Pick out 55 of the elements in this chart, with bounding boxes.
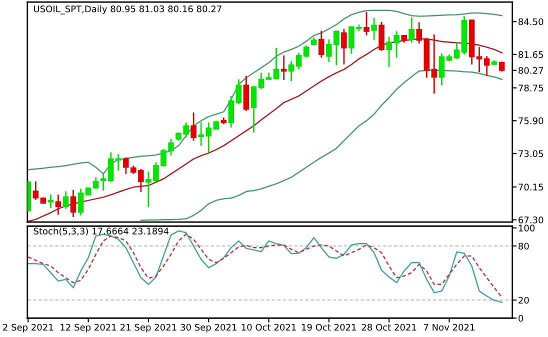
y-tick-label: 20: [518, 296, 529, 304]
x-tick-label: 7 Nov 2021: [424, 324, 474, 331]
candlestick: [190, 112, 196, 142]
y-tick-label: 81.65: [518, 51, 543, 58]
y-tick-label: 70.15: [518, 184, 543, 190]
candlestick: [431, 34, 438, 94]
candlestick: [228, 95, 234, 128]
x-tick-label: 19 Oct 2021: [302, 324, 356, 331]
candlestick: [288, 60, 294, 82]
candlestick: [364, 11, 370, 36]
candlestick: [243, 75, 250, 112]
candlestick: [62, 190, 69, 210]
y-tick-label: 67.30: [518, 216, 544, 224]
candlestick: [100, 173, 106, 192]
candlestick: [454, 42, 460, 60]
candlestick: [371, 17, 377, 41]
candlestick: [296, 52, 302, 70]
candlestick: [250, 85, 257, 134]
candlestick: [92, 176, 99, 190]
candlestick: [318, 30, 324, 58]
candlestick: [48, 194, 54, 209]
candlestick: [341, 28, 347, 66]
candlestick: [303, 44, 310, 58]
x-tick-label: 28 Oct 2021: [362, 324, 416, 331]
y-tick-label: 84.50: [518, 18, 544, 26]
candlestick: [438, 52, 445, 86]
candlestick: [476, 46, 482, 73]
candlestick: [416, 22, 422, 44]
candlestick: [115, 153, 122, 172]
x-tick-label: 30 Sep 2021: [180, 324, 236, 332]
y-tick-label: 80.27: [518, 67, 544, 74]
candlestick: [498, 60, 505, 72]
candlestick: [32, 180, 39, 201]
x-tick-label: 21 Sep 2021: [120, 324, 176, 332]
candlestick: [280, 54, 287, 81]
y-tick-label: 80: [518, 242, 529, 250]
x-tick-label: 10 Oct 2021: [242, 324, 296, 331]
candlestick: [70, 189, 76, 218]
y-tick-label: 100: [518, 224, 535, 232]
candlestick: [236, 78, 242, 105]
candlestick: [108, 152, 114, 183]
x-tick-label: 12 Sep 2021: [60, 324, 116, 332]
chart-title: Stoch(5,3,3) 17.6664 23.1894: [34, 228, 169, 236]
candlestick: [55, 194, 62, 216]
chart-title: USOIL_SPT,Daily 80.95 81.03 80.16 80.27: [34, 5, 222, 14]
x-tick-label: 2 Sep 2021: [3, 324, 54, 332]
y-tick-label: 78.75: [518, 84, 543, 92]
candlestick: [78, 188, 84, 216]
candlestick: [273, 47, 280, 80]
y-tick-label: 0: [518, 314, 524, 322]
candlestick: [484, 55, 490, 77]
y-tick-label: 75.90: [518, 117, 544, 124]
candlestick: [408, 16, 415, 44]
y-tick-label: 73.05: [518, 150, 543, 158]
candlestick: [258, 72, 264, 90]
